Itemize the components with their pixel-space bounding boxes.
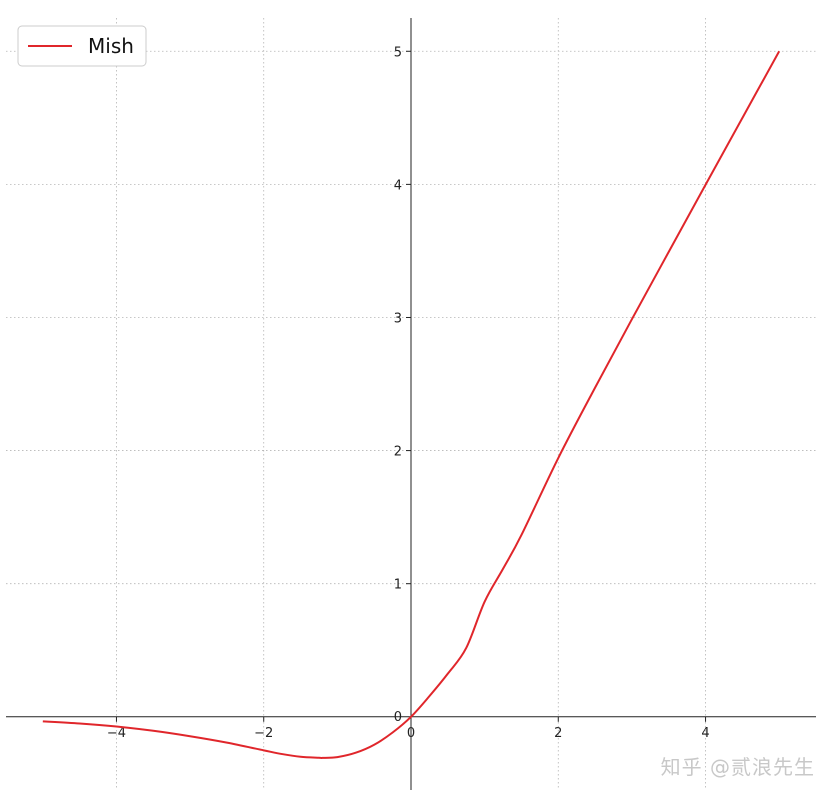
tick-labels: −4 −2 0 2 4 1 2 3 4 5 0 <box>107 45 710 741</box>
series-layer <box>42 50 781 759</box>
watermark: 知乎 @贰浪先生 <box>660 755 815 779</box>
x-tick-label: 2 <box>554 726 562 741</box>
legend-box <box>17 25 147 67</box>
legend: Mish <box>17 25 147 67</box>
y-tick-label: 1 <box>394 578 402 593</box>
y-tick-label: 5 <box>394 45 402 60</box>
axes <box>6 18 816 790</box>
x-tick-label: −4 <box>107 726 126 741</box>
y-tick-label-zero: 0 <box>394 710 402 725</box>
x-tick-label: −2 <box>254 726 273 741</box>
series-line-mish <box>42 50 781 759</box>
y-tick-label: 2 <box>394 445 402 460</box>
legend-label: Mish <box>88 34 134 58</box>
x-tick-label: 4 <box>701 726 709 741</box>
y-tick-label: 4 <box>394 178 402 193</box>
x-tick-label: 0 <box>407 726 415 741</box>
y-tick-label: 3 <box>394 311 402 326</box>
